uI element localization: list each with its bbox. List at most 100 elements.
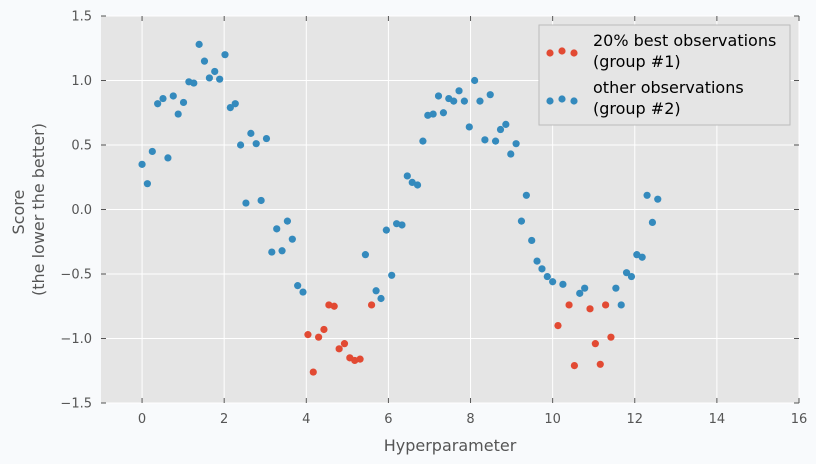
- data-point-group-2: [388, 271, 396, 279]
- data-point-group-2: [159, 94, 167, 103]
- y-axis-label-line-2: (the lower the better): [29, 123, 48, 296]
- legend-label-group-1-line-1: 20% best observations: [593, 31, 776, 50]
- legend-marker: [570, 97, 578, 105]
- data-point-group-2: [413, 181, 422, 189]
- data-points: [138, 40, 662, 376]
- data-point-group-2: [372, 287, 380, 295]
- data-point-group-1: [591, 340, 599, 348]
- data-point-group-2: [252, 140, 260, 148]
- data-point-group-1: [304, 331, 312, 339]
- y-tick-label: 0.5: [71, 139, 92, 154]
- data-point-group-1: [320, 325, 328, 334]
- data-point-group-2: [419, 137, 427, 145]
- y-tick-label: 1.5: [71, 10, 92, 25]
- data-point-group-2: [403, 172, 411, 180]
- data-point-group-2: [148, 147, 156, 156]
- legend-label-group-1: 20% best observations (group #1): [593, 31, 781, 71]
- data-point-group-2: [502, 120, 510, 128]
- data-point-group-2: [216, 75, 224, 83]
- data-point-group-1: [596, 360, 604, 368]
- data-point-group-2: [538, 265, 546, 273]
- data-point-group-2: [195, 40, 203, 48]
- legend: 20% best observations (group #1) other o…: [538, 24, 791, 126]
- legend-marker: [546, 49, 554, 57]
- data-point-group-2: [543, 272, 551, 281]
- data-point-group-2: [143, 180, 151, 188]
- data-point-group-1: [309, 368, 317, 376]
- data-point-group-2: [429, 110, 437, 118]
- data-point-group-2: [643, 191, 651, 199]
- data-point-group-2: [382, 226, 390, 234]
- x-tick-label: 6: [384, 412, 392, 427]
- data-point-group-2: [455, 87, 463, 95]
- x-tick-label: 12: [626, 412, 643, 427]
- legend-marker-group-1: [546, 47, 578, 57]
- data-point-group-2: [200, 57, 209, 65]
- data-point-group-2: [476, 97, 484, 105]
- y-tick-label: 1.0: [71, 74, 92, 89]
- data-point-group-2: [231, 100, 239, 108]
- data-point-group-2: [294, 282, 302, 290]
- legend-marker: [558, 95, 566, 103]
- data-point-group-1: [335, 345, 343, 353]
- data-point-group-2: [221, 51, 229, 59]
- data-point-group-2: [262, 134, 271, 143]
- data-point-group-2: [169, 92, 177, 100]
- data-point-group-2: [211, 67, 219, 76]
- x-tick-label: 16: [791, 412, 808, 427]
- data-point-group-2: [174, 110, 182, 118]
- legend-marker: [546, 97, 554, 105]
- legend-marker: [558, 47, 566, 55]
- data-point-group-2: [247, 129, 255, 137]
- data-point-group-1: [554, 322, 562, 330]
- data-point-group-2: [471, 76, 479, 85]
- data-point-group-2: [633, 251, 641, 259]
- legend-label-group-2-line-1: other observations: [593, 78, 744, 97]
- data-point-group-2: [512, 140, 520, 148]
- data-point-group-2: [179, 98, 188, 107]
- legend-label-group-1-line-2: (group #1): [593, 52, 681, 71]
- data-point-group-2: [268, 248, 276, 256]
- data-point-group-1: [586, 305, 594, 313]
- data-point-group-2: [486, 91, 494, 99]
- data-point-group-2: [450, 97, 458, 105]
- data-point-group-2: [278, 247, 286, 255]
- y-tick-label: −0.5: [60, 268, 92, 283]
- y-axis-label-line-1: Score: [9, 190, 28, 235]
- data-point-group-2: [398, 221, 406, 229]
- data-point-group-1: [602, 301, 610, 309]
- legend-label-group-2: other observations (group #2): [593, 78, 749, 118]
- data-point-group-2: [491, 137, 500, 145]
- y-tick-label: −1.0: [60, 332, 92, 347]
- data-point-group-2: [622, 269, 631, 277]
- data-point-group-1: [340, 340, 349, 348]
- data-point-group-2: [617, 301, 625, 309]
- data-point-group-2: [237, 141, 245, 149]
- data-point-group-2: [299, 288, 307, 296]
- data-point-group-1: [330, 302, 338, 310]
- data-point-group-2: [361, 251, 370, 259]
- data-point-group-2: [408, 178, 416, 187]
- data-point-group-1: [607, 333, 615, 341]
- data-point-group-2: [576, 289, 584, 297]
- data-point-group-2: [654, 195, 662, 203]
- data-point-group-2: [638, 253, 646, 261]
- legend-marker-group-2: [546, 95, 578, 105]
- data-point-group-2: [439, 109, 448, 117]
- x-tick-label: 2: [220, 412, 228, 427]
- data-point-group-2: [533, 257, 541, 265]
- x-tick-label: 8: [466, 412, 474, 427]
- data-point-group-1: [565, 301, 573, 309]
- data-point-group-2: [164, 154, 172, 162]
- x-tick-label: 14: [709, 412, 726, 427]
- data-point-group-2: [559, 280, 567, 288]
- data-point-group-2: [648, 218, 657, 226]
- data-point-group-2: [627, 272, 636, 281]
- x-axis-label: Hyperparameter: [384, 436, 517, 455]
- axis-ticks: [101, 15, 800, 404]
- y-tick-label: 0.0: [71, 203, 92, 218]
- x-tick-label: 0: [138, 412, 146, 427]
- data-point-group-2: [460, 97, 468, 105]
- x-tick-label: 4: [302, 412, 310, 427]
- data-point-group-2: [190, 79, 198, 87]
